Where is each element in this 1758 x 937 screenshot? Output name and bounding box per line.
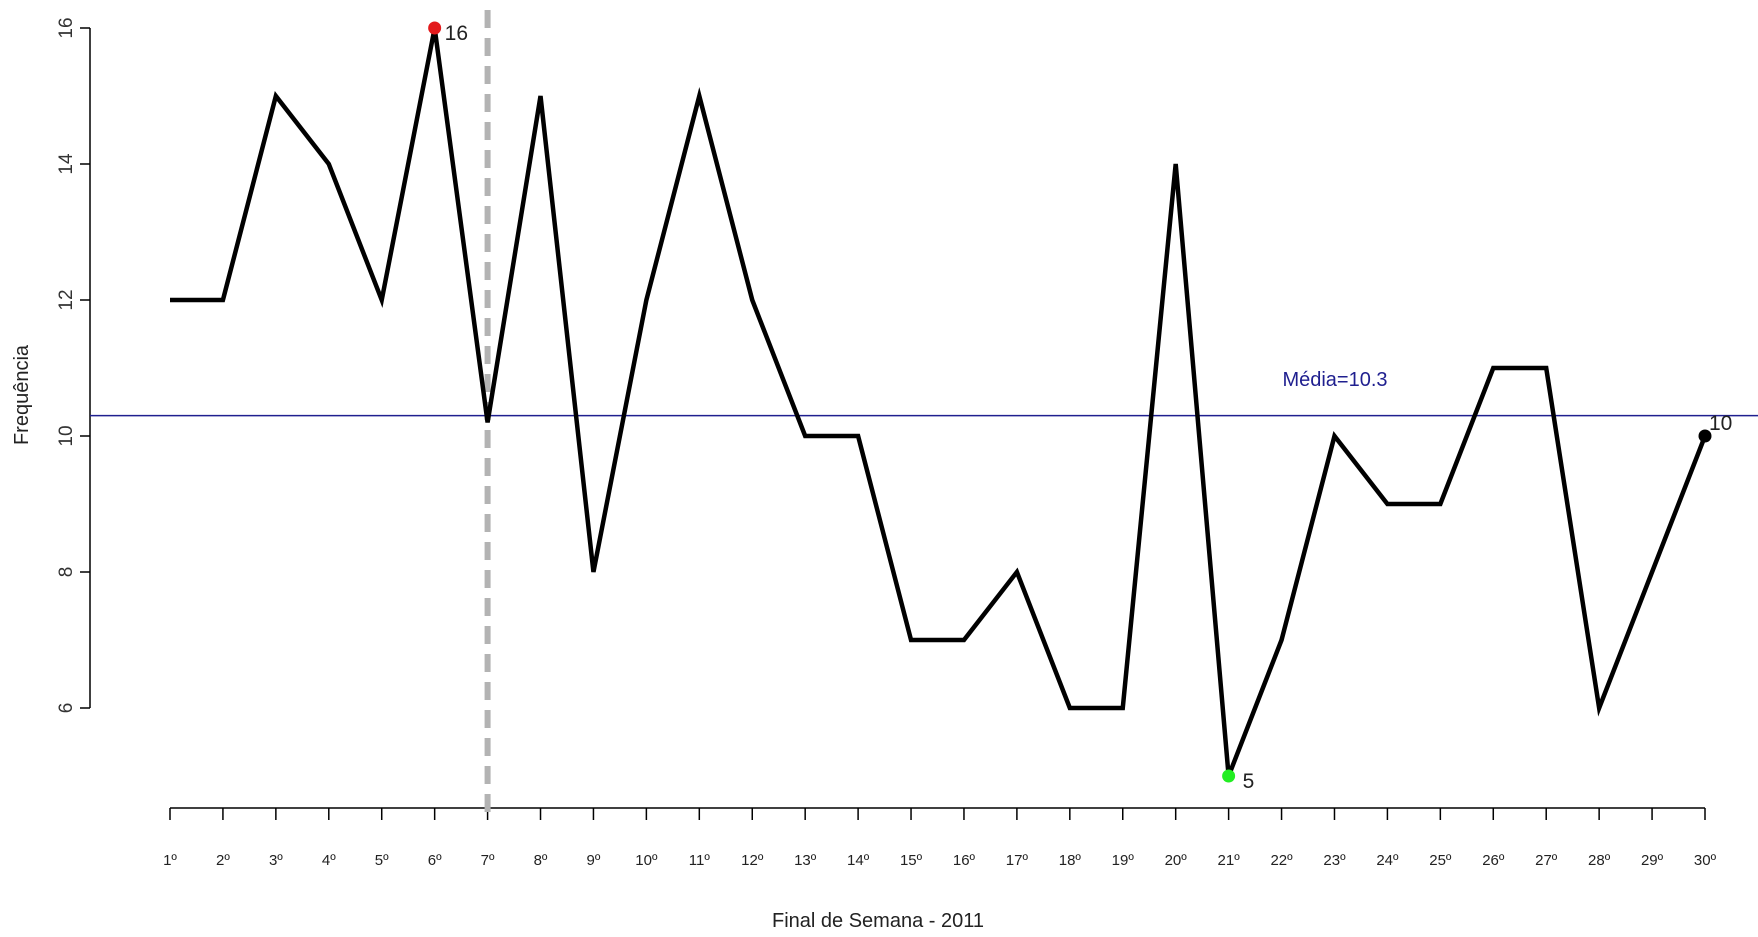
- x-tick-label: 30º: [1694, 852, 1717, 869]
- highlight-point: [428, 21, 442, 35]
- x-tick-label: 3º: [269, 852, 283, 869]
- x-tick-label: 20º: [1165, 852, 1188, 869]
- x-tick-label: 13º: [794, 852, 817, 869]
- x-tick-label: 26º: [1482, 852, 1505, 869]
- highlight-point: [1222, 769, 1236, 783]
- x-axis-title: Final de Semana - 2011: [772, 910, 984, 932]
- y-tick-label: 8: [56, 567, 77, 578]
- x-tick-label: 25º: [1429, 852, 1452, 869]
- x-tick-label: 29º: [1641, 852, 1664, 869]
- plot-marks: Média=10.3 16 5 10: [90, 10, 1758, 814]
- x-tick-label: 14º: [847, 852, 870, 869]
- mean-label: Média=10.3: [1282, 369, 1387, 391]
- y-tick-label: 10: [56, 425, 77, 446]
- highlight-point: [1698, 429, 1712, 443]
- x-tick-label: 2º: [216, 852, 230, 869]
- x-tick-label: 24º: [1376, 852, 1399, 869]
- y-tick-label: 12: [56, 289, 77, 310]
- x-tick-label: 10º: [635, 852, 658, 869]
- frequency-series-line: [170, 27, 1708, 777]
- x-tick-label: 21º: [1218, 852, 1241, 869]
- x-tick-label: 11º: [689, 852, 711, 869]
- x-tick-label: 27º: [1535, 852, 1558, 869]
- x-tick-label: 22º: [1270, 852, 1293, 869]
- x-tick-label: 17º: [1006, 852, 1029, 869]
- highlight-point-label: 16: [445, 22, 468, 45]
- x-tick-label: 1º: [163, 852, 177, 869]
- y-axis: 6 8 10 12 14 16: [56, 17, 91, 714]
- x-tick-label: 23º: [1323, 852, 1346, 869]
- y-tick-label: 16: [56, 17, 77, 38]
- highlight-point-label: 10: [1709, 412, 1732, 435]
- x-tick-label: 15º: [900, 852, 923, 869]
- x-tick-label: 6º: [428, 852, 442, 869]
- x-axis: 1º 2º 3º 4º 5º 6º 7º 8º 9º 10º 11º 12º 13º 14º 15º 16º 1…: [163, 807, 1717, 869]
- x-tick-label: 19º: [1112, 852, 1135, 869]
- x-tick-label: 5º: [375, 852, 389, 869]
- x-tick-label: 7º: [481, 852, 495, 869]
- x-tick-label: 4º: [322, 852, 336, 869]
- x-tick-label: 18º: [1059, 852, 1082, 869]
- x-tick-label: 28º: [1588, 852, 1611, 869]
- y-axis-title: Frequência: [11, 344, 33, 445]
- x-tick-label: 16º: [953, 852, 976, 869]
- highlight-point-label: 5: [1243, 770, 1255, 793]
- y-tick-label: 6: [56, 703, 77, 714]
- x-tick-label: 8º: [534, 852, 548, 869]
- y-tick-label: 14: [56, 153, 77, 175]
- x-tick-label: 9º: [587, 852, 601, 869]
- x-tick-label: 12º: [741, 852, 764, 869]
